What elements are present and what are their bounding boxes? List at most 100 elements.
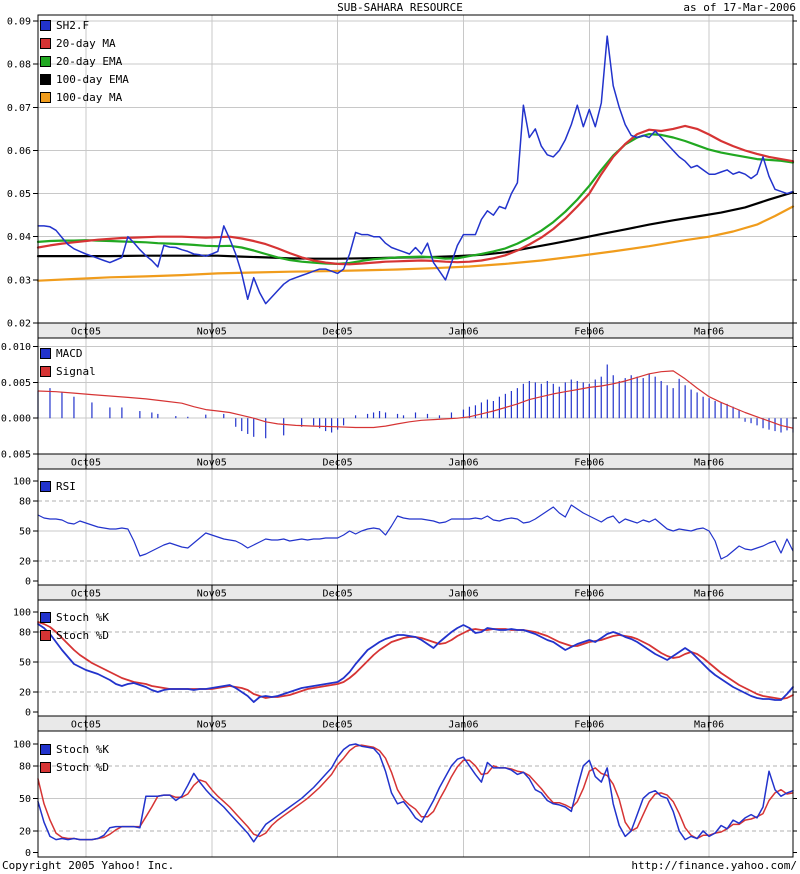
- ema100-legend-swatch: [40, 73, 51, 85]
- legend-label: 100-day EMA: [56, 72, 129, 86]
- y-tick-label: 50: [19, 794, 31, 805]
- legend-item: Stoch %K: [40, 608, 109, 626]
- panel-border: [37, 14, 794, 324]
- month-label: Jan06: [448, 720, 478, 731]
- stoch-d-legend-swatch: [40, 761, 51, 773]
- y-tick-label: 20: [19, 688, 31, 699]
- ma100-legend-swatch: [40, 91, 51, 103]
- y-tick-label: 0.010: [1, 342, 31, 353]
- y-tick-label: 0.06: [7, 146, 31, 157]
- month-label: Jan06: [448, 327, 478, 338]
- y-tick-label: -0.005: [0, 450, 31, 461]
- y-tick-label: 80: [19, 761, 31, 772]
- legend-label: Stoch %K: [56, 742, 109, 756]
- legend-label: MACD: [56, 346, 83, 360]
- series-line-stoch-k: [37, 743, 794, 843]
- y-tick-label: 100: [13, 740, 31, 751]
- legend-item: RSI: [40, 477, 76, 495]
- price-legend: SH2.F 20-day MA 20-day EMA 100-day EMA 1…: [40, 16, 129, 106]
- page-title: SUB-SAHARA RESOURCE: [337, 1, 463, 14]
- month-label: Oct05: [71, 327, 101, 338]
- fast-stochastic-legend: Stoch %K Stoch %D: [40, 740, 109, 776]
- legend-item: MACD: [40, 344, 96, 362]
- y-tick-label: 0.05: [7, 189, 31, 200]
- series-line-100-day-ema: [36, 191, 795, 260]
- legend-label: SH2.F: [56, 18, 90, 32]
- legend-item: 20-day EMA: [40, 52, 129, 70]
- ema20-legend-swatch: [40, 55, 51, 67]
- legend-label: 20-day EMA: [56, 54, 123, 68]
- month-label: Feb06: [574, 720, 604, 731]
- series-line-stoch-d: [37, 744, 794, 841]
- legend-label: Stoch %K: [56, 610, 109, 624]
- series-line-100-day-ma: [36, 205, 795, 282]
- legend-label: 20-day MA: [56, 36, 116, 50]
- y-tick-label: 50: [19, 658, 31, 669]
- y-tick-label: 100: [13, 477, 31, 488]
- month-label: Mar06: [694, 458, 724, 469]
- y-tick-label: 0.09: [7, 17, 31, 28]
- y-tick-label: 0: [25, 848, 31, 859]
- panel-border: [37, 337, 794, 455]
- legend-item: 20-day MA: [40, 34, 129, 52]
- y-tick-label: 0.04: [7, 232, 31, 243]
- month-label: Dec05: [323, 327, 353, 338]
- legend-item: Stoch %D: [40, 626, 109, 644]
- series-line-stoch-k: [37, 623, 794, 703]
- y-tick-label: 0.03: [7, 275, 31, 286]
- rsi-legend: RSI: [40, 477, 76, 495]
- legend-label: Signal: [56, 364, 96, 378]
- axis-band: [37, 453, 794, 470]
- legend-label: RSI: [56, 479, 76, 493]
- y-tick-label: 80: [19, 497, 31, 508]
- macd-legend: MACD Signal: [40, 344, 96, 380]
- month-label: Dec05: [323, 589, 353, 600]
- legend-item: Stoch %D: [40, 758, 109, 776]
- axis-band: [37, 715, 794, 732]
- month-label: Mar06: [694, 589, 724, 600]
- month-label: Feb06: [574, 589, 604, 600]
- legend-item: 100-day EMA: [40, 70, 129, 88]
- y-tick-label: 0: [25, 577, 31, 588]
- source-url: http://finance.yahoo.com/: [631, 859, 797, 872]
- y-tick-label: 0.02: [7, 319, 31, 330]
- panel-border: [37, 599, 794, 717]
- month-label: Dec05: [323, 458, 353, 469]
- month-label: Oct05: [71, 720, 101, 731]
- series-line-20-day-ma: [36, 124, 795, 266]
- y-tick-label: 0.07: [7, 103, 31, 114]
- y-tick-label: 20: [19, 557, 31, 568]
- month-label: Mar06: [694, 327, 724, 338]
- month-label: Jan06: [448, 589, 478, 600]
- ma20-legend-swatch: [40, 37, 51, 49]
- y-tick-label: 80: [19, 628, 31, 639]
- month-label: Oct05: [71, 458, 101, 469]
- copyright-text: Copyright 2005 Yahoo! Inc.: [2, 859, 175, 872]
- legend-label: Stoch %D: [56, 760, 109, 774]
- y-tick-label: 0.000: [1, 414, 31, 425]
- y-tick-label: 100: [13, 608, 31, 619]
- y-tick-label: 20: [19, 826, 31, 837]
- y-tick-label: 0.005: [1, 378, 31, 389]
- y-tick-label: 0: [25, 708, 31, 719]
- month-label: Oct05: [71, 589, 101, 600]
- y-tick-label: 50: [19, 527, 31, 538]
- axis-band: [37, 322, 794, 339]
- series-line-stoch-d: [37, 621, 794, 700]
- legend-item: Signal: [40, 362, 96, 380]
- sh2f-legend-swatch: [40, 19, 51, 31]
- axis-band: [37, 584, 794, 601]
- month-label: Mar06: [694, 720, 724, 731]
- month-label: Nov05: [197, 327, 227, 338]
- month-label: Dec05: [323, 720, 353, 731]
- series-line-rsi: [37, 504, 794, 560]
- month-label: Nov05: [197, 589, 227, 600]
- legend-label: 100-day MA: [56, 90, 123, 104]
- signal-legend-swatch: [40, 365, 51, 377]
- month-label: Feb06: [574, 458, 604, 469]
- month-label: Feb06: [574, 327, 604, 338]
- slow-stochastic-legend: Stoch %K Stoch %D: [40, 608, 109, 644]
- series-line-sh2-f: [37, 35, 794, 305]
- as-of-date: as of 17-Mar-2006: [683, 1, 796, 14]
